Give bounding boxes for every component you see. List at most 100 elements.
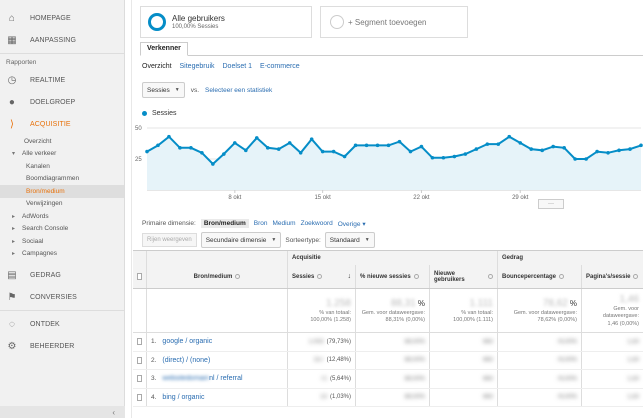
data-point[interactable]	[265, 146, 270, 150]
data-point[interactable]	[463, 152, 468, 156]
data-point[interactable]	[573, 157, 577, 161]
dimension-option-keyword[interactable]: Zoekwoord	[300, 220, 333, 227]
data-point[interactable]	[145, 149, 149, 154]
data-point[interactable]	[595, 149, 599, 154]
help-icon[interactable]	[235, 274, 241, 279]
data-point[interactable]	[628, 147, 632, 151]
collapse-icon[interactable]: ‹	[112, 408, 115, 417]
data-point[interactable]	[222, 152, 226, 156]
data-point[interactable]	[496, 142, 501, 146]
select-all-checkbox[interactable]	[137, 273, 142, 280]
data-point[interactable]	[452, 154, 457, 159]
data-point[interactable]	[276, 147, 281, 151]
sidebar-item-all-traffic[interactable]: ▾ Alle verkeer	[0, 148, 124, 161]
sort-type-select[interactable]: Standaard ▼	[324, 232, 375, 248]
sidebar-scrollbar[interactable]	[125, 0, 132, 418]
row-checkbox[interactable]	[137, 356, 142, 364]
nav-discover[interactable]: ◌ ONTDEK	[0, 313, 124, 335]
row-checkbox[interactable]	[137, 393, 142, 401]
data-point[interactable]	[364, 143, 369, 148]
nav-conversions[interactable]: ⚑ CONVERSIES	[0, 286, 124, 308]
data-point[interactable]	[189, 146, 193, 150]
data-point[interactable]	[211, 162, 215, 166]
data-point[interactable]	[320, 149, 325, 154]
data-point[interactable]	[244, 148, 248, 153]
dimension-current[interactable]: Bron/medium	[200, 219, 249, 228]
tab-explorer[interactable]: Verkenner	[140, 42, 188, 56]
data-point[interactable]	[287, 141, 292, 145]
sidebar-item-campaigns[interactable]: ▸ Campagnes	[0, 248, 124, 261]
row-dimension-blurred[interactable]: websitedomain	[162, 375, 210, 383]
data-point[interactable]	[375, 143, 380, 148]
row-dimension-link[interactable]: nl / referral	[209, 375, 243, 383]
data-point[interactable]	[167, 134, 171, 139]
dimension-option-source[interactable]: Bron	[253, 220, 268, 227]
segment-all-users[interactable]: Alle gebruikers 100,00% Sessies	[140, 6, 312, 38]
data-point[interactable]	[606, 151, 610, 155]
row-dimension-link[interactable]: bing / organic	[162, 393, 205, 401]
row-checkbox[interactable]	[137, 338, 142, 346]
help-icon[interactable]	[317, 274, 323, 279]
metric-select[interactable]: Sessies ▼	[142, 82, 185, 98]
sidebar-item-treemaps[interactable]: Boomdiagrammen	[26, 175, 80, 183]
data-point[interactable]	[551, 144, 555, 149]
chart-resize-handle[interactable]: ···	[538, 199, 564, 209]
subnav-goal-set[interactable]: Doelset 1	[222, 63, 253, 70]
data-point[interactable]	[353, 143, 358, 148]
nav-realtime[interactable]: ◷ REALTIME	[0, 69, 124, 91]
col-bounce-rate[interactable]: Bouncepercentage	[498, 265, 582, 288]
data-point[interactable]	[386, 143, 391, 148]
data-point[interactable]	[408, 149, 413, 154]
data-point[interactable]	[441, 155, 446, 160]
data-point[interactable]	[254, 136, 259, 140]
data-point[interactable]	[529, 147, 534, 151]
data-point[interactable]	[178, 146, 182, 150]
add-segment-button[interactable]: + Segment toevoegen	[320, 6, 468, 38]
dimension-option-medium[interactable]: Medium	[272, 220, 296, 227]
data-point[interactable]	[233, 141, 237, 145]
col-pages-per-session[interactable]: Pagina's/sessie	[582, 265, 643, 288]
sidebar-item-overview[interactable]: Overzicht	[24, 137, 52, 145]
data-point[interactable]	[156, 143, 160, 148]
data-point[interactable]	[617, 148, 621, 153]
data-point[interactable]	[485, 142, 490, 146]
col-new-sessions[interactable]: % nieuwe sessies	[356, 265, 430, 288]
nav-homepage[interactable]: ⌂ HOMEPAGE	[0, 7, 124, 29]
row-checkbox[interactable]	[137, 375, 142, 383]
data-point[interactable]	[331, 149, 336, 154]
data-point[interactable]	[474, 147, 479, 151]
row-dimension-link[interactable]: google / organic	[162, 338, 213, 346]
data-point[interactable]	[540, 148, 544, 153]
help-icon[interactable]	[488, 274, 493, 279]
data-point[interactable]	[518, 141, 523, 145]
plot-rows-button[interactable]: Rijen weergeven	[142, 233, 197, 247]
sidebar-item-search-console[interactable]: ▸ Search Console	[0, 223, 124, 236]
sessions-chart[interactable]: 50 25 8 okt 15 okt 22 okt 29 okt	[133, 118, 643, 208]
sidebar-item-referrals[interactable]: Verwijzingen	[26, 200, 63, 208]
data-point[interactable]	[309, 137, 314, 141]
dimension-option-other[interactable]: Overige ▾	[337, 220, 366, 228]
col-new-users[interactable]: Nieuwe gebruikers	[430, 265, 498, 288]
data-point[interactable]	[584, 157, 588, 161]
data-point[interactable]	[419, 144, 424, 149]
data-point[interactable]	[200, 151, 204, 155]
help-icon[interactable]	[559, 274, 565, 279]
nav-acquisition[interactable]: ⟩ ACQUISITIE	[0, 113, 124, 135]
sidebar-item-source-medium[interactable]: Bron/medium	[0, 185, 124, 198]
secondary-dimension-select[interactable]: Secundaire dimensie ▼	[200, 232, 282, 248]
help-icon[interactable]	[413, 274, 419, 279]
row-dimension-link[interactable]: (direct) / (none)	[162, 356, 211, 364]
sidebar-item-social[interactable]: ▸ Sociaal	[0, 235, 124, 248]
data-point[interactable]	[430, 155, 435, 160]
data-point[interactable]	[507, 134, 512, 139]
subnav-ecommerce[interactable]: E-commerce	[260, 63, 300, 70]
col-source-medium[interactable]: Bron/medium	[147, 265, 288, 288]
sidebar-item-channels[interactable]: Kanalen	[26, 162, 50, 170]
col-sessions[interactable]: Sessies ↓	[288, 265, 356, 288]
nav-admin[interactable]: ⚙ BEHEERDER	[0, 335, 124, 357]
data-point[interactable]	[639, 143, 643, 148]
sidebar-item-adwords[interactable]: ▸ AdWords	[0, 210, 124, 223]
select-statistic-link[interactable]: Selecteer een statistiek	[205, 86, 273, 94]
nav-audience[interactable]: ● DOELGROEP	[0, 91, 124, 113]
data-point[interactable]	[342, 154, 347, 159]
